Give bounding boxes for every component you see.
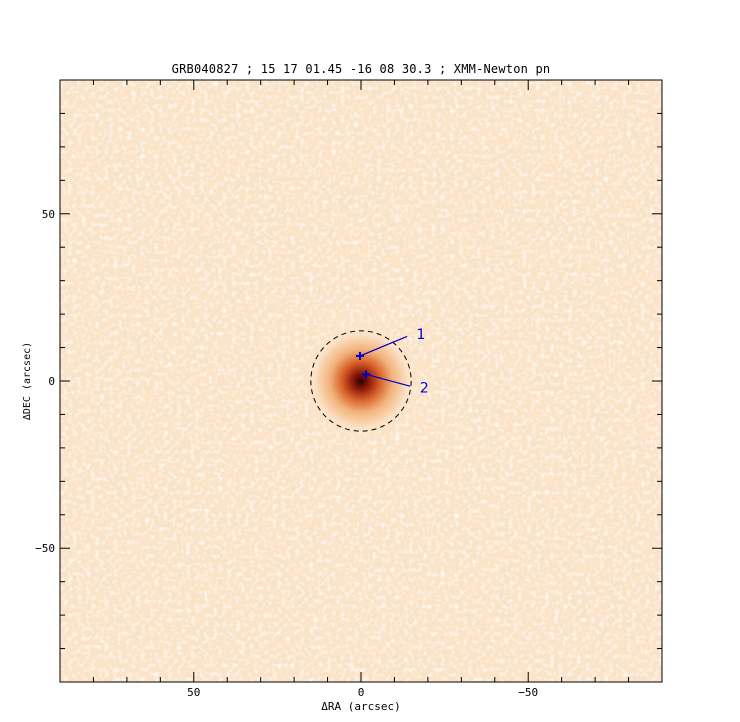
x-tick-label: 0 (358, 686, 365, 699)
extraction-circle (310, 330, 412, 432)
y-tick-label: 0 (48, 375, 55, 388)
image-area (60, 80, 662, 682)
marker-2-label: 2 (420, 381, 429, 397)
y-tick-label: −50 (35, 542, 55, 555)
x-tick-label: −50 (518, 686, 538, 699)
source-markers: 12 (355, 327, 429, 397)
marker-2-leader (365, 373, 411, 387)
y-axis-label: ΔDEC (arcsec) (22, 341, 33, 421)
axis-ticks: 50 0 −50 50 0 −50 (35, 80, 662, 699)
source-blob (300, 320, 422, 442)
x-axis-label: ΔRA (arcsec) (321, 700, 401, 713)
x-tick-label: 50 (187, 686, 200, 699)
marker-1-leader (359, 335, 408, 357)
chart-title: GRB040827 ; 15 17 01.45 -16 08 30.3 ; XM… (171, 62, 551, 76)
y-tick-label: 50 (42, 208, 55, 221)
marker-1-label: 1 (417, 327, 426, 343)
